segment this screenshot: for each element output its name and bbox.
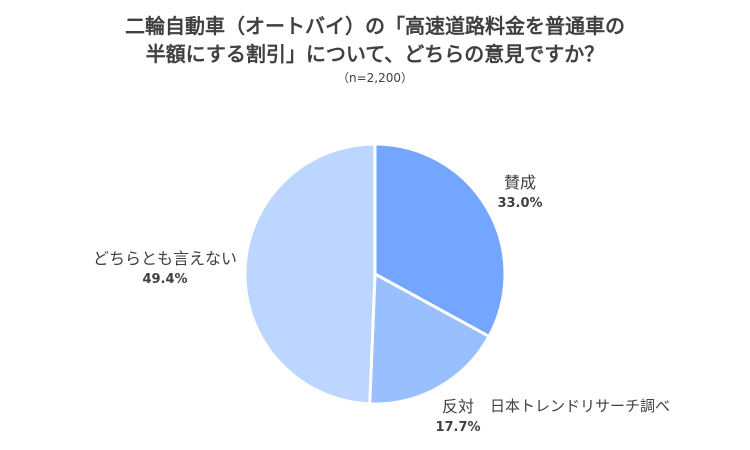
slice-pct-disagree: 17.7%	[435, 420, 481, 435]
pie-slice-agree	[373, 142, 507, 338]
source-note: 日本トレンドリサーチ調べ	[490, 397, 671, 415]
slice-name-neutral: どちらとも言えない	[92, 249, 237, 268]
chart-title: 二輪自動車（オートバイ）の「高速道路料金を普通車の 半額にする割引」について、ど…	[0, 12, 750, 87]
slice-label-agree: 賛成 33.0%	[470, 172, 570, 214]
chart-title-line-2: 半額にする割引」について、どちらの意見ですか？	[145, 42, 605, 66]
slice-pct-agree: 33.0%	[497, 196, 543, 211]
slice-label-neutral: どちらとも言えない 49.4%	[75, 248, 255, 290]
chart-subtitle: （n=2,200）	[336, 71, 413, 85]
slice-name-agree: 賛成	[503, 173, 536, 192]
pie-slice-neutral	[243, 142, 377, 406]
slice-pct-neutral: 49.4%	[142, 272, 188, 287]
chart-title-line-1: 二輪自動車（オートバイ）の「高速道路料金を普通車の	[125, 14, 625, 38]
slice-name-disagree: 反対	[441, 397, 474, 416]
slice-label-disagree: 反対 17.7%	[413, 396, 503, 438]
pie-slice-disagree	[368, 272, 491, 406]
